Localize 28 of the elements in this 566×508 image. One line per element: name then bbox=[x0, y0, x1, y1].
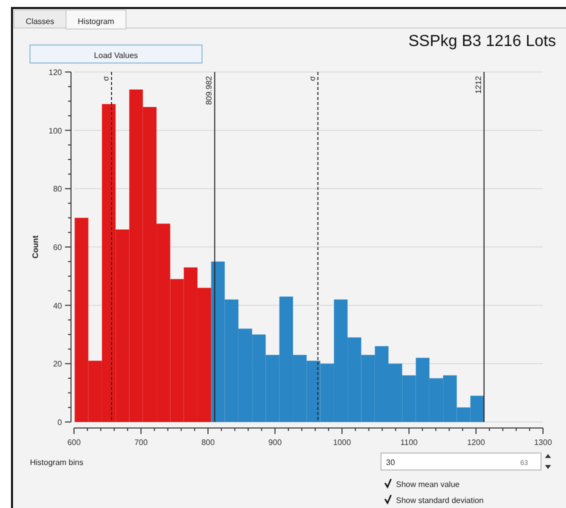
y-tick-label: 40 bbox=[53, 301, 63, 310]
text: 30 bbox=[386, 458, 396, 467]
text: Histogram bins bbox=[30, 458, 84, 467]
ref-line-label: 1212 bbox=[474, 75, 484, 94]
y-tick-label: 120 bbox=[48, 68, 63, 77]
y-tick-label: 100 bbox=[48, 126, 63, 136]
x-tick-label: 600 bbox=[67, 438, 82, 447]
text: Load Values bbox=[94, 51, 138, 60]
y-axis-title: Count bbox=[31, 235, 40, 259]
y-tick-label: 0 bbox=[58, 418, 63, 427]
text: Show standard deviation bbox=[396, 496, 484, 505]
x-tick-label: 1300 bbox=[534, 438, 552, 447]
y-tick-label: 20 bbox=[53, 360, 63, 369]
ref-line-label: 809.982 bbox=[204, 75, 214, 105]
x-tick-label: 700 bbox=[134, 438, 148, 447]
ref-line-label: σ bbox=[308, 76, 317, 81]
chart-title: SSPkg B3 1216 Lots bbox=[408, 33, 556, 50]
y-tick-label: 80 bbox=[53, 184, 63, 194]
x-tick-label: 1200 bbox=[467, 438, 486, 447]
x-tick-label: 1100 bbox=[400, 438, 418, 447]
text: Histogram bbox=[78, 17, 115, 26]
x-tick-label: 1000 bbox=[333, 438, 352, 447]
x-tick-label: 800 bbox=[201, 438, 216, 447]
text: Classes bbox=[26, 17, 54, 26]
x-tick-label: 900 bbox=[268, 438, 282, 447]
ref-line-label: σ bbox=[102, 76, 111, 81]
text: Show mean value bbox=[396, 480, 460, 489]
y-tick-label: 60 bbox=[53, 243, 63, 252]
